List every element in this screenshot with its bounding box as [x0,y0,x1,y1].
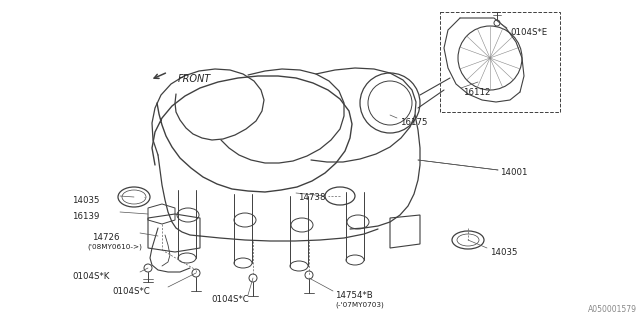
Text: (-'07MY0703): (-'07MY0703) [335,302,384,308]
Text: 0104S*C: 0104S*C [211,295,249,304]
Text: 16112: 16112 [463,88,490,97]
Text: 14035: 14035 [72,196,99,205]
Text: 0104S*C: 0104S*C [112,287,150,296]
Bar [440,12,560,112]
Text: 16139: 16139 [72,212,99,221]
Text: 14001: 14001 [500,168,527,177]
Text: 14754*B: 14754*B [335,291,372,300]
Text: A050001579: A050001579 [588,305,637,314]
Text: ('08MY0610->): ('08MY0610->) [87,244,142,251]
Text: 16175: 16175 [400,118,428,127]
Text: 14726: 14726 [92,233,120,242]
Text: 0104S*K: 0104S*K [72,272,109,281]
Text: 0104S*E: 0104S*E [510,28,547,37]
Text: FRONT: FRONT [178,74,211,84]
Text: 14035: 14035 [490,248,518,257]
Text: 14738: 14738 [298,193,326,202]
